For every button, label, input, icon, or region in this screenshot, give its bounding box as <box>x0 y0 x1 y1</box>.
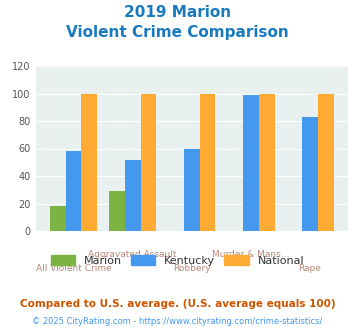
Text: Aggravated Assault: Aggravated Assault <box>88 250 177 259</box>
Bar <box>50 206 66 231</box>
Text: Violent Crime Comparison: Violent Crime Comparison <box>66 25 289 40</box>
Bar <box>125 159 141 231</box>
Text: All Violent Crime: All Violent Crime <box>36 264 111 273</box>
Bar <box>66 151 81 231</box>
Bar <box>318 93 334 231</box>
Legend: Marion, Kentucky, National: Marion, Kentucky, National <box>46 250 309 270</box>
Bar <box>81 93 97 231</box>
Text: © 2025 CityRating.com - https://www.cityrating.com/crime-statistics/: © 2025 CityRating.com - https://www.city… <box>32 317 323 326</box>
Bar <box>259 93 275 231</box>
Bar <box>184 148 200 231</box>
Text: Robbery: Robbery <box>173 264 211 273</box>
Text: Compared to U.S. average. (U.S. average equals 100): Compared to U.S. average. (U.S. average … <box>20 299 335 309</box>
Bar <box>109 191 125 231</box>
Text: Murder & Mans...: Murder & Mans... <box>212 250 289 259</box>
Bar <box>243 95 259 231</box>
Text: Rape: Rape <box>299 264 321 273</box>
Bar <box>302 117 318 231</box>
Bar <box>141 93 157 231</box>
Text: 2019 Marion: 2019 Marion <box>124 5 231 20</box>
Bar <box>200 93 215 231</box>
